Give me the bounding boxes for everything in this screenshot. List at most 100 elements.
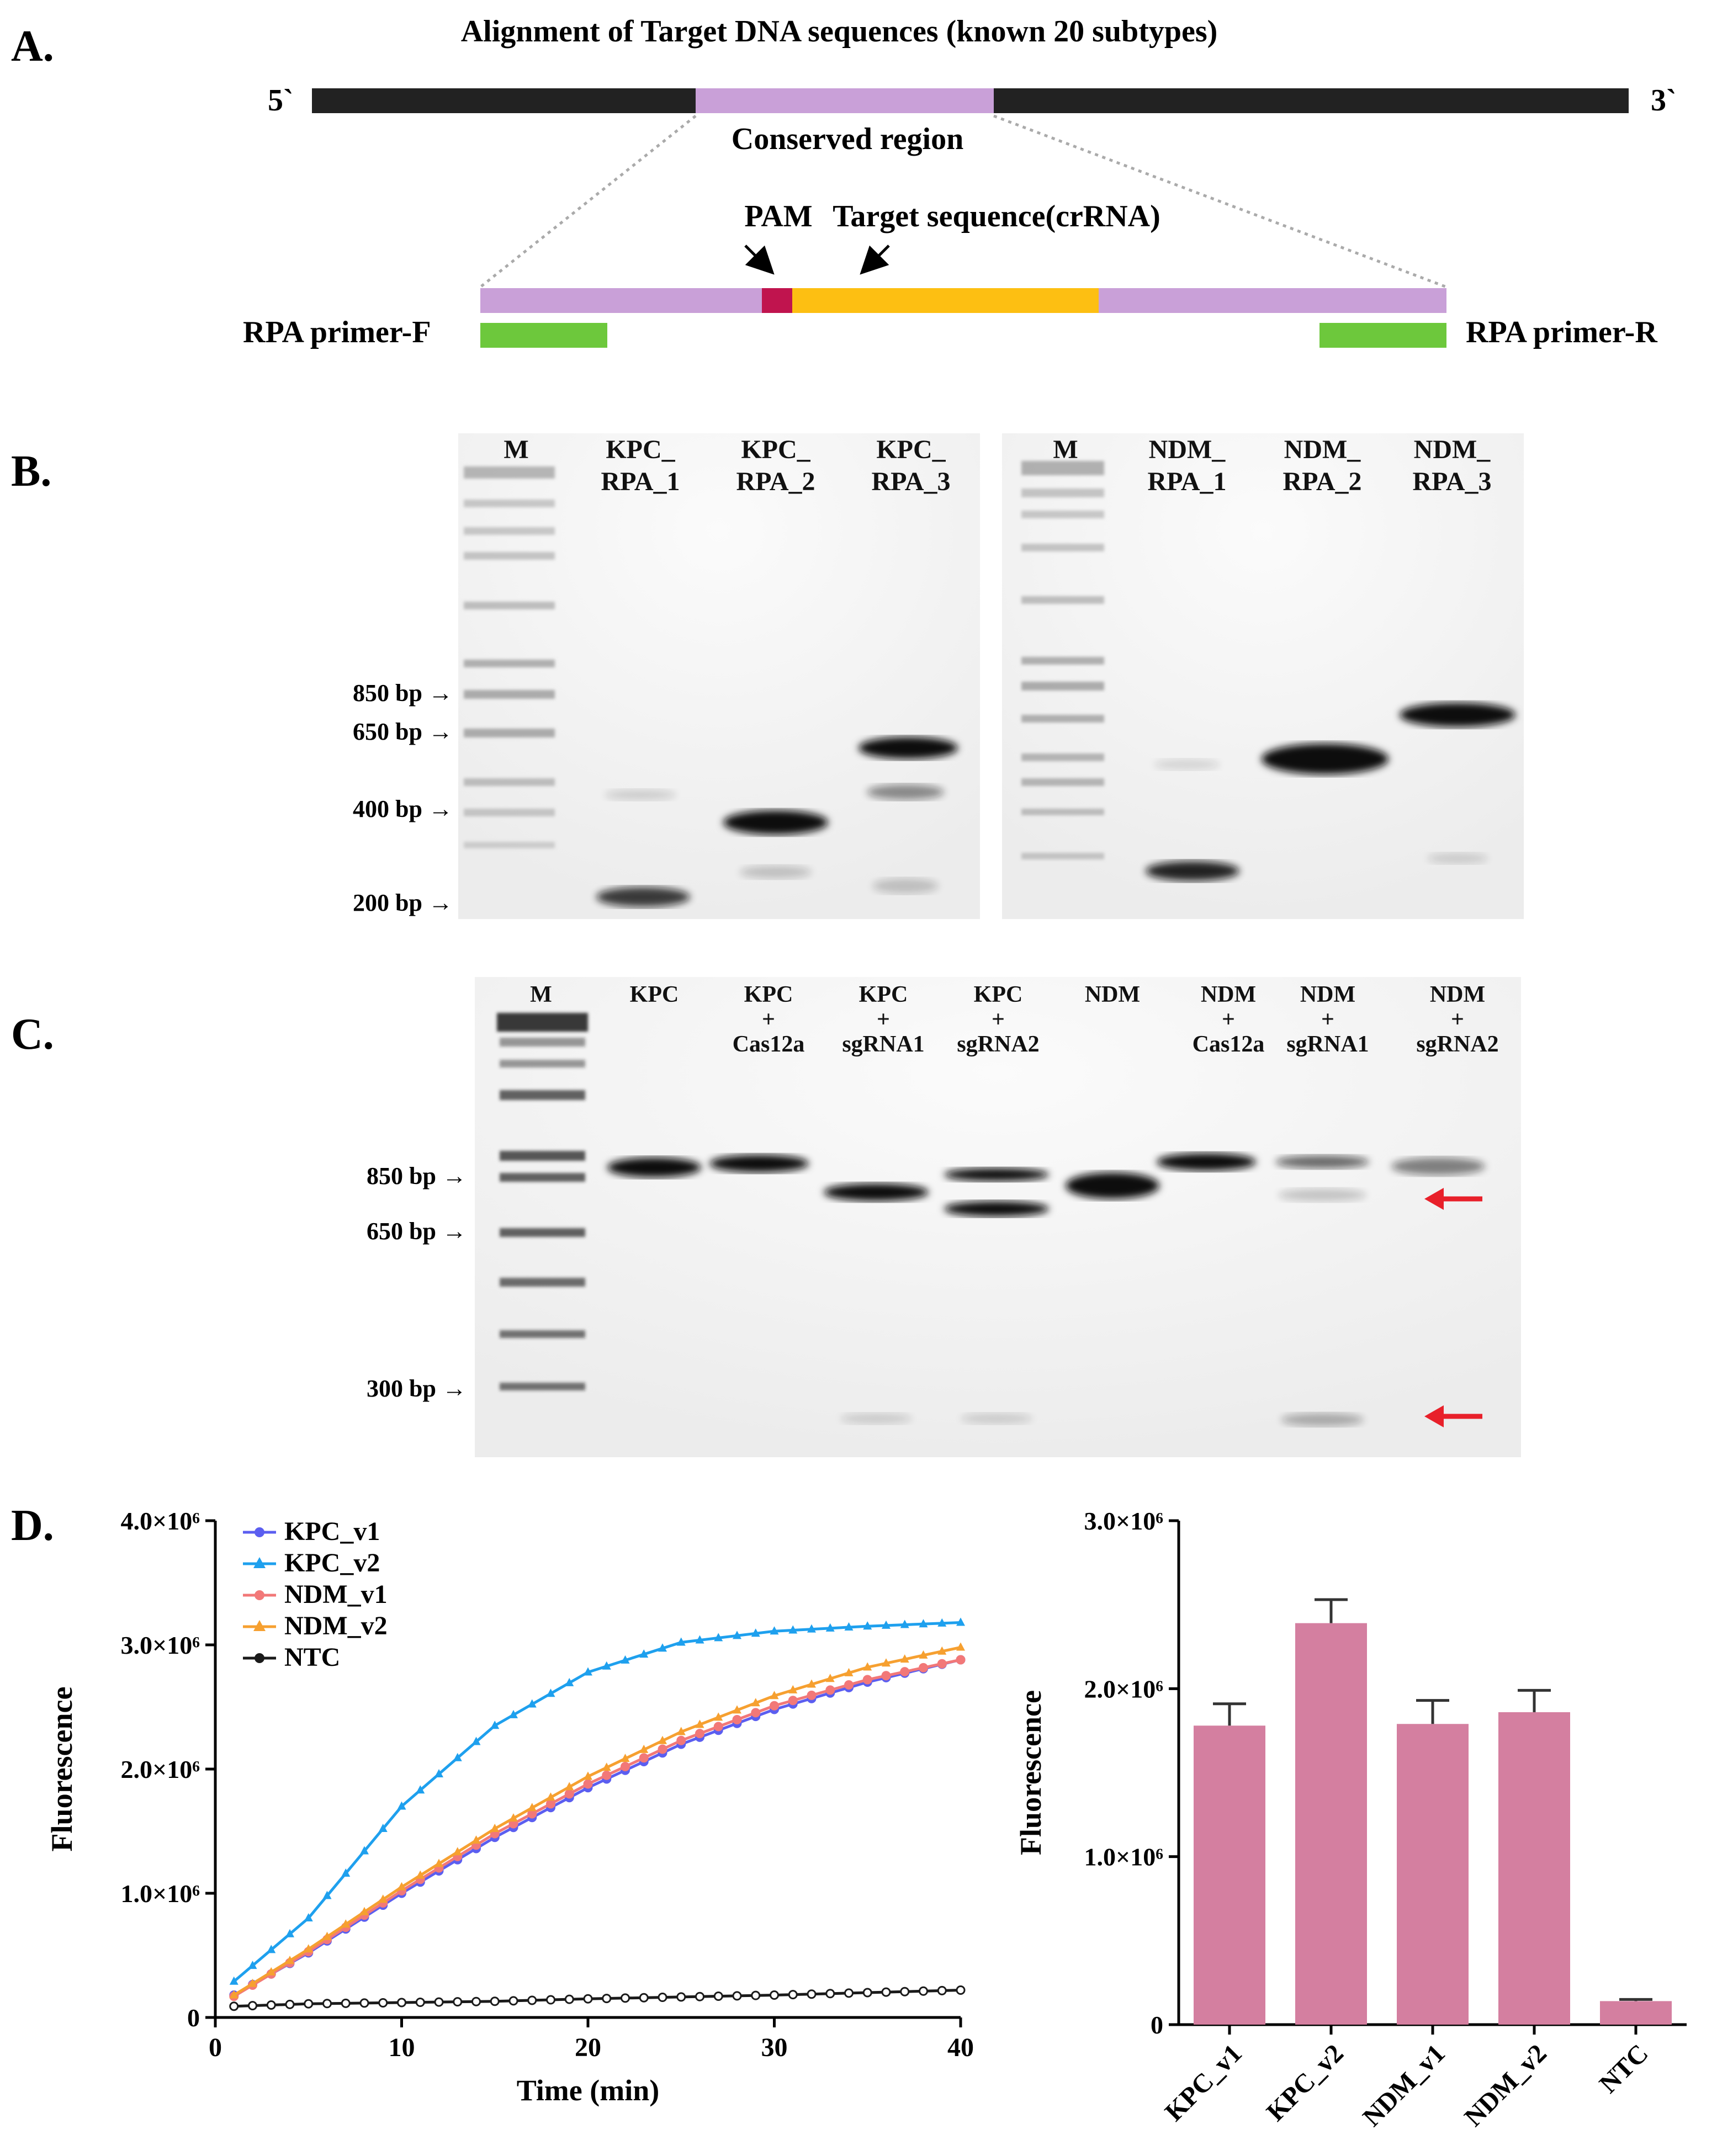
line-point <box>416 1785 425 1794</box>
line-point <box>248 1961 257 1969</box>
line-point <box>639 1744 649 1753</box>
gel-c-lane-label: M <box>530 982 552 1007</box>
gel-c-lane-label: KPC <box>974 982 1023 1007</box>
line-point <box>490 1996 500 2006</box>
line-point <box>713 1722 723 1732</box>
gel-b1-lane-label: RPA_3 <box>871 467 950 496</box>
panel-b-letter: B. <box>11 447 51 496</box>
line-point <box>378 1824 388 1832</box>
line-point <box>285 1999 295 2009</box>
line-point <box>863 1662 872 1671</box>
bar-y-tick-label: 2.0×10⁶ <box>1084 1675 1163 1703</box>
legend-marker <box>253 1557 266 1568</box>
gel-c-lane-label: + <box>762 1007 775 1032</box>
target-arrow <box>860 245 890 275</box>
target-sequence-label: Target sequence(crRNA) <box>833 199 1160 233</box>
line-point <box>304 1913 313 1921</box>
line-path-NDM_v2 <box>233 1646 961 1996</box>
line-point <box>900 1667 910 1677</box>
red-arrow-lower <box>1424 1405 1482 1427</box>
line-point <box>509 1709 518 1718</box>
line-point <box>248 1978 257 1987</box>
gel-b1-bands <box>596 737 958 907</box>
line-point <box>434 1769 443 1777</box>
gel-c-lane-label: + <box>992 1007 1005 1032</box>
bar-x-tick-label: NTC <box>1594 2038 1654 2099</box>
line-point <box>881 1671 891 1681</box>
line-point <box>621 1993 630 2003</box>
line-point <box>695 1729 704 1739</box>
legend-marker <box>253 1620 266 1631</box>
primer-f-label: RPA primer-F <box>243 315 431 349</box>
gel-b1-lane-labels: M KPC_ RPA_1 KPC_ RPA_2 KPC_ RPA_3 <box>504 435 950 496</box>
gel-c-lane-label: NDM <box>1300 982 1355 1007</box>
gel-b2-lane-label: M <box>1053 435 1078 464</box>
marker-400-b: 400 bp → <box>353 795 453 822</box>
line-point <box>434 1858 443 1867</box>
legend-item: KPC_v2 <box>243 1548 380 1578</box>
line-y-tick-label: 2.0×10⁶ <box>120 1755 200 1783</box>
line-point <box>732 1991 742 2001</box>
line-point <box>602 1762 611 1771</box>
line-point <box>471 1996 481 2006</box>
line-point <box>770 1626 779 1635</box>
gel-c-lane-label: NDM <box>1430 982 1485 1007</box>
line-point <box>378 1894 388 1903</box>
panel-b: B. <box>11 433 1524 919</box>
line-point <box>527 1995 537 2005</box>
line-point <box>919 1663 928 1672</box>
line-point <box>322 1931 332 1940</box>
line-point <box>471 1737 481 1745</box>
bar-x-tick-label: KPC_v2 <box>1261 2038 1349 2127</box>
gel-c-lane-label: sgRNA2 <box>1416 1032 1498 1057</box>
gel-b1-lane-label: M <box>504 435 528 464</box>
line-series-KPC_v1 <box>229 1655 966 2000</box>
line-point <box>360 1846 369 1855</box>
line-y-axis-label: Fluorescence <box>45 1687 78 1852</box>
line-point <box>882 1620 891 1629</box>
gel-b2-lane-label: RPA_2 <box>1283 467 1361 496</box>
line-x-tick-label: 40 <box>947 2033 974 2062</box>
line-path-KPC_v1 <box>233 1658 961 1996</box>
panel-a-title: Alignment of Target DNA sequences (known… <box>461 14 1218 49</box>
line-point <box>714 1712 723 1721</box>
line-point <box>639 1649 649 1658</box>
line-point <box>695 1719 704 1728</box>
line-point <box>751 1990 761 2000</box>
line-point <box>956 1985 966 1995</box>
line-x-tick-label: 30 <box>761 2033 788 2062</box>
gel-c-lane-label: KPC <box>744 982 793 1007</box>
gel-b2-lane-label: RPA_1 <box>1147 467 1226 496</box>
line-x-tick-label: 0 <box>209 2033 222 2062</box>
three-prime-label: 3` <box>1651 83 1677 118</box>
line-point <box>602 1661 611 1670</box>
line-point <box>397 1998 406 2008</box>
line-point <box>453 1753 462 1761</box>
zoom-line-right <box>993 114 1447 289</box>
line-point <box>584 1771 592 1780</box>
line-x-tick-label: 10 <box>389 2033 415 2062</box>
line-point <box>862 1675 872 1685</box>
pam-segment <box>762 288 792 313</box>
line-point <box>900 1619 909 1628</box>
line-point <box>583 1779 593 1789</box>
legend-marker <box>255 1653 264 1663</box>
line-point <box>564 1789 574 1799</box>
line-point <box>509 1813 518 1822</box>
line-point <box>788 1625 798 1634</box>
gel-c-lane-label: sgRNA1 <box>1286 1032 1369 1057</box>
bar-x-tick-label: NDM_v1 <box>1357 2038 1450 2132</box>
line-point <box>825 1674 835 1682</box>
line-series-NDM_v2 <box>229 1642 965 1999</box>
line-point <box>639 1993 649 2003</box>
line-point <box>919 1986 928 1996</box>
line-point <box>733 1631 741 1639</box>
line-point <box>322 1999 332 2009</box>
line-point <box>639 1753 649 1763</box>
line-point <box>919 1650 928 1659</box>
line-point <box>341 1868 351 1877</box>
gel-c-lane-label: sgRNA1 <box>842 1032 924 1057</box>
line-point <box>956 1642 965 1651</box>
gel-b1-ladder <box>464 466 555 848</box>
gel-c-lane-label: KPC <box>630 982 679 1007</box>
